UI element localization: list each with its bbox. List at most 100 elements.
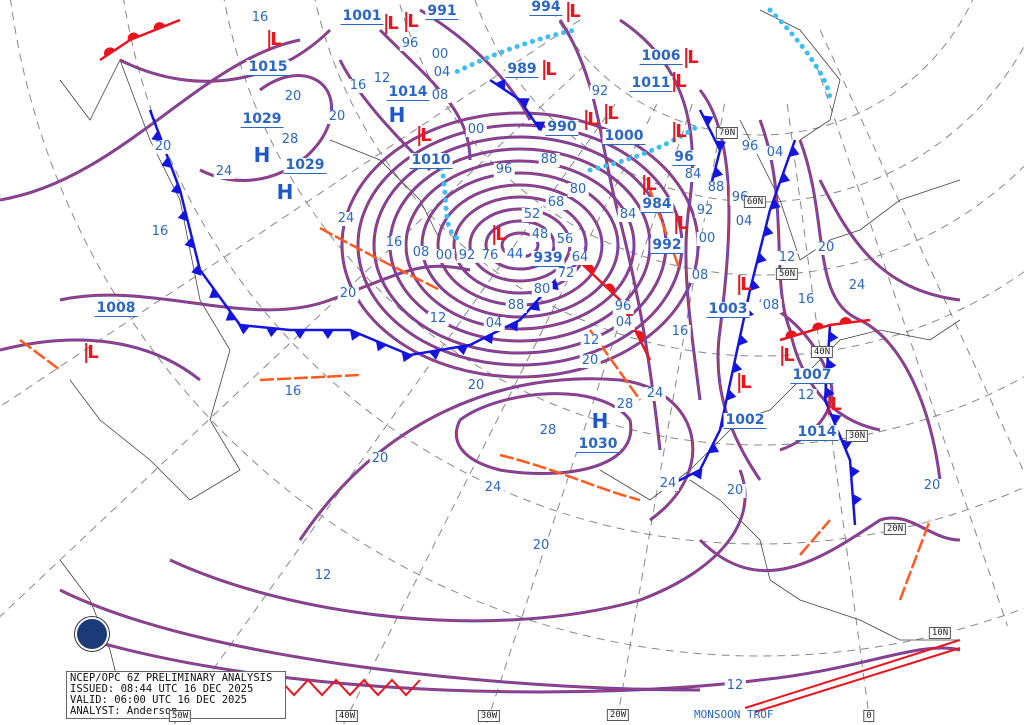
low-pressure-symbol: L bbox=[405, 11, 419, 32]
isobar-label: 20 bbox=[724, 483, 746, 498]
cold-front-triangle bbox=[225, 310, 237, 321]
low-pressure-symbol: L bbox=[673, 121, 687, 142]
isobar-label: 12 bbox=[371, 71, 393, 86]
pressure-value: 1029 bbox=[240, 111, 284, 128]
isobar-label: 88 bbox=[505, 298, 527, 313]
isobar-label: 88 bbox=[538, 152, 560, 167]
cold-front-triangle bbox=[507, 320, 519, 332]
isobar-label: 84 bbox=[617, 207, 639, 222]
cold-front bbox=[489, 78, 542, 131]
latitude-line bbox=[223, 0, 1024, 446]
trough-line bbox=[588, 329, 642, 401]
low-pressure-symbol: L bbox=[738, 274, 752, 295]
trough-line bbox=[648, 189, 682, 271]
cold-front-triangle bbox=[841, 439, 853, 451]
cold-front-triangle bbox=[708, 442, 720, 454]
cold-front-triangle bbox=[826, 358, 837, 371]
isobar-label: 16 bbox=[795, 292, 817, 307]
trough-line bbox=[319, 226, 441, 292]
isobar-label: 16 bbox=[282, 384, 304, 399]
low-pressure-symbol: L bbox=[738, 372, 752, 393]
isobar-label: 20 bbox=[152, 139, 174, 154]
cold-front-triangle bbox=[770, 198, 781, 210]
latitude-line bbox=[474, 0, 1024, 203]
isobar bbox=[420, 171, 620, 319]
latitude-line bbox=[314, 0, 1024, 357]
monsoon-trough-label: MONSOON TROF bbox=[694, 708, 774, 721]
low-pressure-symbol: L bbox=[685, 47, 699, 68]
isobar-label: 28 bbox=[279, 132, 301, 147]
isobar-label: 72 bbox=[555, 266, 577, 281]
low-pressure-symbol: L bbox=[675, 213, 689, 234]
isobar bbox=[436, 183, 604, 307]
isobar-label: 28 bbox=[537, 423, 559, 438]
low-pressure-symbol: L bbox=[567, 1, 581, 22]
latitude-label: 60N bbox=[743, 196, 767, 208]
valid-line: VALID: 06:00 UTC 16 DEC 2025 bbox=[70, 694, 248, 706]
cold-front-triangle bbox=[732, 361, 743, 374]
pressure-value: 1001 bbox=[340, 8, 384, 25]
low-pressure-symbol: L bbox=[605, 103, 619, 124]
isobar-label: 12 bbox=[776, 250, 798, 265]
latitude-label: 30N bbox=[845, 430, 869, 442]
isobar-label: 16 bbox=[669, 324, 691, 339]
isobar-label: 24 bbox=[644, 386, 666, 401]
isobar-label: 00 bbox=[429, 47, 451, 62]
pressure-value: 939 bbox=[531, 250, 565, 267]
isobar-label: 96 bbox=[612, 299, 634, 314]
isobar-inner bbox=[0, 39, 301, 201]
warm-front-semicircle bbox=[785, 330, 798, 339]
isobar-label: 24 bbox=[657, 476, 679, 491]
longitude-label: 0 bbox=[863, 710, 875, 722]
cold-front-triangle bbox=[788, 145, 800, 157]
isobar-label: 04 bbox=[431, 65, 453, 80]
warm-front-semicircle bbox=[153, 22, 166, 31]
isobar-inner bbox=[485, 220, 555, 270]
cold-front-triangle bbox=[850, 465, 860, 478]
low-pressure-symbol: L bbox=[268, 29, 282, 50]
isobar-label: 08 bbox=[760, 298, 782, 313]
isobar-inner bbox=[169, 469, 746, 622]
low-pressure-symbol: L bbox=[673, 71, 687, 92]
isobar-inner bbox=[0, 339, 201, 381]
cold-front-triangle bbox=[184, 237, 195, 249]
isobar-label: 20 bbox=[282, 89, 304, 104]
pressure-value: 1010 bbox=[409, 152, 453, 169]
isobar-label: 44 bbox=[504, 247, 526, 262]
pressure-value: 989 bbox=[505, 61, 539, 78]
latitude-label: 10N bbox=[928, 627, 952, 639]
coastline bbox=[759, 9, 841, 141]
pressure-value: 1006 bbox=[639, 48, 683, 65]
pressure-value: 1029 bbox=[283, 157, 327, 174]
cold-front-triangle bbox=[293, 330, 306, 339]
isobar-label: 56 bbox=[554, 232, 576, 247]
isobar-label: 20 bbox=[465, 378, 487, 393]
isobar-label: 12 bbox=[724, 678, 746, 693]
high-pressure-symbol: H bbox=[253, 143, 271, 167]
isobar-label: 48 bbox=[529, 227, 551, 242]
longitude-label: 40W bbox=[335, 710, 359, 722]
isobar-label: 24 bbox=[846, 278, 868, 293]
longitude-line bbox=[173, 103, 616, 725]
cold-front-triangle bbox=[191, 264, 202, 276]
warm-front-semicircle bbox=[635, 330, 645, 342]
cold-front-triangle bbox=[828, 330, 839, 343]
isobar-inner bbox=[419, 9, 531, 121]
trough-line bbox=[799, 519, 831, 556]
isobar-label: 20 bbox=[337, 286, 359, 301]
cold-front-triangle bbox=[749, 279, 760, 292]
isobar-label: 00 bbox=[696, 231, 718, 246]
isobar-inner bbox=[119, 29, 331, 82]
isobar-label: 16 bbox=[383, 235, 405, 250]
cold-front-triangle bbox=[830, 413, 842, 425]
isobar-label: 20 bbox=[326, 109, 348, 124]
trough-line bbox=[499, 453, 641, 502]
isobar-inner bbox=[456, 393, 632, 474]
cold-front-triangle bbox=[321, 330, 334, 339]
pressure-value: 1008 bbox=[94, 300, 138, 317]
isobar-label: 96 bbox=[739, 139, 761, 154]
isobar-label: 08 bbox=[689, 268, 711, 283]
cold-front-triangle bbox=[349, 329, 362, 341]
isobar-inner bbox=[799, 139, 941, 481]
warm-front-semicircle bbox=[127, 32, 140, 41]
